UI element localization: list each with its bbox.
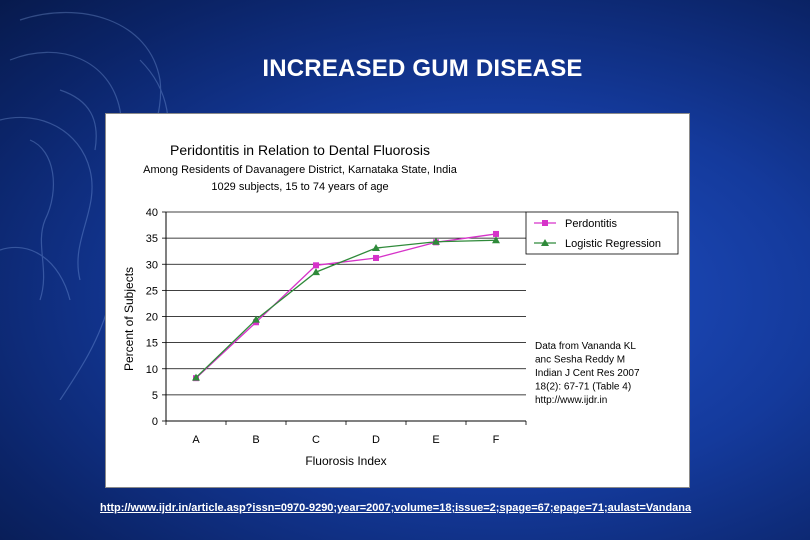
slide-title: INCREASED GUM DISEASE: [262, 55, 583, 82]
y-tick-label: 20: [146, 312, 158, 324]
y-tick-label: 40: [146, 207, 158, 219]
chart-legend: Perdontitis Logistic Regression: [525, 211, 679, 255]
line-chart: Peridontitis in Relation to Dental Fluor…: [122, 142, 679, 468]
x-tick-label: D: [372, 434, 380, 446]
series-line: [195, 239, 497, 379]
chart-title: Peridontitis in Relation to Dental Fluor…: [170, 142, 430, 158]
chart-subtitle-2: 1029 subjects, 15 to 74 years of age: [211, 181, 388, 193]
chart-panel: Peridontitis in Relation to Dental Fluor…: [105, 113, 690, 488]
note-line: Data from Vananda KL: [535, 341, 636, 352]
x-tick-label: A: [192, 434, 200, 446]
data-point-square: [493, 230, 499, 237]
x-axis-label: Fluorosis Index: [305, 454, 386, 468]
source-url-link[interactable]: http://www.ijdr.in/article.asp?issn=0970…: [100, 502, 692, 514]
legend-marker: [542, 220, 548, 226]
note-line: Indian J Cent Res 2007: [535, 368, 640, 379]
y-axis-label: Percent of Subjects: [122, 267, 136, 371]
x-tick-label: B: [252, 434, 259, 446]
legend-label: Perdontitis: [565, 218, 617, 230]
legend-label: Logistic Regression: [565, 238, 661, 250]
y-tick-label: 25: [146, 285, 158, 297]
y-tick-label: 10: [146, 364, 158, 376]
note-line: anc Sesha Reddy M: [535, 355, 625, 366]
x-tick-label: F: [493, 434, 500, 446]
data-point-triangle: [252, 315, 260, 323]
y-tick-label: 15: [146, 338, 158, 350]
y-tick-label: 35: [146, 233, 158, 245]
data-point-triangle: [432, 237, 440, 245]
y-tick-label: 5: [152, 390, 158, 402]
data-point-triangle: [192, 373, 200, 381]
plot-area: 0 5 10 15 20 25 30 35 40 A B C D E F: [146, 207, 527, 446]
data-point-square: [313, 262, 319, 269]
y-tick-label: 0: [152, 416, 158, 428]
series-line: [195, 233, 497, 379]
x-tick-label: E: [432, 434, 439, 446]
note-line: http://www.ijdr.in: [535, 395, 607, 406]
legend-box: [525, 211, 679, 255]
x-tick-label: C: [312, 434, 320, 446]
data-source-note: Data from Vananda KL anc Sesha Reddy M Ind…: [535, 341, 640, 406]
note-line: 18(2): 67-71 (Table 4): [535, 382, 631, 393]
data-point-triangle: [312, 268, 320, 276]
data-point-triangle: [492, 236, 500, 244]
data-point-square: [373, 254, 379, 261]
chart-subtitle-1: Among Residents of Davanagere District, …: [143, 164, 458, 176]
y-tick-label: 30: [146, 259, 158, 271]
data-point-triangle: [372, 244, 380, 252]
legend-marker: [541, 239, 549, 246]
